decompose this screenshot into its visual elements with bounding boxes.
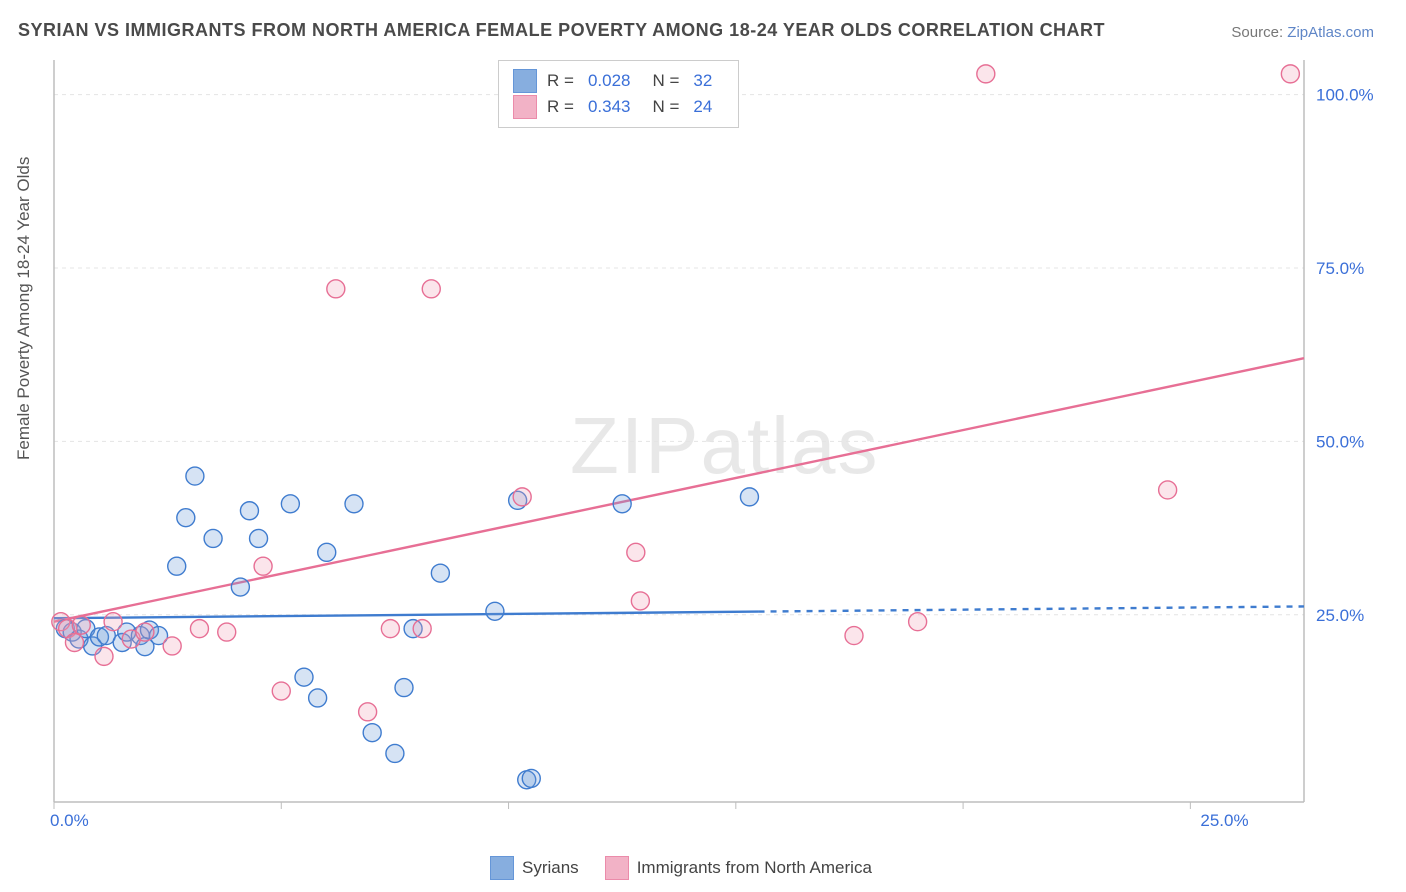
swatch-syrians-icon [490, 856, 514, 880]
r-value-immigrants: 0.343 [588, 97, 631, 117]
legend-item-immigrants: Immigrants from North America [605, 856, 872, 880]
svg-text:75.0%: 75.0% [1316, 259, 1364, 278]
chart-title: SYRIAN VS IMMIGRANTS FROM NORTH AMERICA … [18, 20, 1105, 41]
source-attribution: Source: ZipAtlas.com [1231, 24, 1374, 41]
r-label: R = [547, 97, 574, 117]
svg-text:50.0%: 50.0% [1316, 432, 1364, 451]
n-value-syrians: 32 [693, 71, 712, 91]
r-value-syrians: 0.028 [588, 71, 631, 91]
scatter-plot: 25.0% 50.0% 75.0% 100.0% 0.0% 25.0% [48, 56, 1374, 836]
svg-text:25.0%: 25.0% [1200, 811, 1248, 830]
source-value: ZipAtlas.com [1287, 24, 1374, 41]
legend-item-syrians: Syrians [490, 856, 579, 880]
svg-text:0.0%: 0.0% [50, 811, 89, 830]
y-axis-label: Female Poverty Among 18-24 Year Olds [14, 157, 34, 460]
source-label: Source: [1231, 24, 1287, 41]
correlation-legend: R = 0.028 N = 32 R = 0.343 N = 24 [498, 60, 739, 128]
legend-row-immigrants: R = 0.343 N = 24 [513, 95, 724, 119]
n-label: N = [652, 97, 679, 117]
legend-label-syrians: Syrians [522, 858, 579, 878]
legend-row-syrians: R = 0.028 N = 32 [513, 69, 724, 93]
chart-container: SYRIAN VS IMMIGRANTS FROM NORTH AMERICA … [0, 0, 1406, 892]
svg-text:25.0%: 25.0% [1316, 606, 1364, 625]
legend-label-immigrants: Immigrants from North America [637, 858, 872, 878]
r-label: R = [547, 71, 574, 91]
n-label: N = [652, 71, 679, 91]
svg-text:100.0%: 100.0% [1316, 86, 1374, 105]
n-value-immigrants: 24 [693, 97, 712, 117]
swatch-immigrants [513, 95, 537, 119]
swatch-syrians [513, 69, 537, 93]
series-legend: Syrians Immigrants from North America [490, 856, 872, 880]
swatch-immigrants-icon [605, 856, 629, 880]
